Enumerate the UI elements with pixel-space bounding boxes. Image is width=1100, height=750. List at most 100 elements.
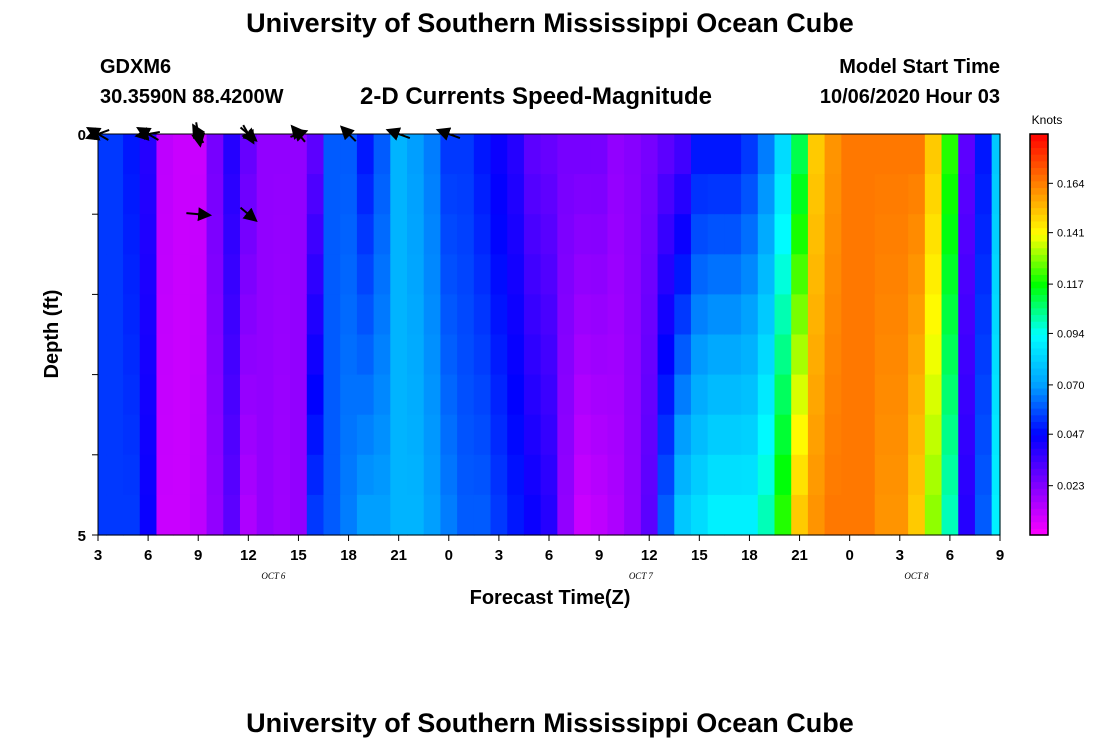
heatmap-cell (407, 454, 425, 496)
heatmap-cell (356, 174, 375, 215)
heatmap-cell (874, 374, 893, 416)
heatmap-cell (407, 334, 425, 376)
heatmap-cell (239, 494, 258, 536)
colorbar-segment (1030, 314, 1048, 322)
heatmap-cell (457, 174, 475, 215)
colorbar-unit: Knots (1032, 113, 1063, 127)
heatmap-cell (707, 454, 725, 496)
heatmap-cell (624, 454, 642, 496)
heatmap-cell (774, 254, 792, 295)
heatmap-cell (590, 294, 609, 336)
heatmap-cell (256, 374, 274, 416)
heatmap-cell (741, 494, 759, 536)
heatmap-cell (540, 414, 558, 456)
heatmap-cell (490, 294, 508, 336)
heatmap-cell (239, 174, 258, 215)
heatmap-cell (640, 134, 659, 175)
colorbar-tick-label: 0.164 (1057, 178, 1085, 190)
heatmap-cell (624, 374, 642, 416)
heatmap-cell (941, 254, 959, 295)
heatmap-cell (390, 374, 408, 416)
heatmap-cell (189, 334, 208, 376)
heatmap-cell (273, 294, 291, 336)
heatmap-cell (223, 414, 241, 456)
heatmap-cell (807, 254, 826, 295)
heatmap-cell (607, 374, 625, 416)
heatmap-cell (189, 174, 208, 215)
colorbar-segment (1030, 281, 1048, 289)
heatmap-cell (674, 494, 692, 536)
colorbar-segment (1030, 434, 1048, 443)
heatmap-cell (590, 494, 609, 536)
heatmap-cell (757, 454, 776, 496)
heatmap-cell (858, 334, 876, 376)
heatmap-cell (356, 494, 375, 536)
heatmap-cell (791, 214, 809, 255)
heatmap-cell (557, 334, 575, 376)
heatmap-cell (858, 174, 876, 215)
heatmap-cell (98, 334, 107, 376)
colorbar-segment (1030, 347, 1048, 356)
heatmap-cell (156, 214, 174, 255)
heatmap-cell (390, 134, 408, 175)
heatmap-cell (607, 414, 625, 456)
colorbar-tick-label: 0.070 (1057, 380, 1085, 392)
heatmap-cell (590, 334, 609, 376)
heatmap-cell (590, 374, 609, 416)
x-tick-label: 6 (144, 547, 152, 564)
heatmap-cell (657, 134, 675, 175)
heatmap-cell (607, 254, 625, 295)
heatmap-cell (807, 294, 826, 336)
heatmap-cell (473, 494, 492, 536)
heatmap-cell (256, 214, 274, 255)
heatmap-cell (356, 334, 375, 376)
heatmap-cell (356, 254, 375, 295)
heatmap-cell (373, 214, 391, 255)
heatmap-cell (674, 414, 692, 456)
heatmap-cell (841, 174, 859, 215)
heatmap-cell (590, 214, 609, 255)
heatmap-cell (223, 294, 241, 336)
heatmap-cell (674, 294, 692, 336)
heatmap-cell (657, 294, 675, 336)
heatmap-cell (640, 374, 659, 416)
heatmap-cell (189, 374, 208, 416)
heatmap-cell (139, 134, 158, 175)
heatmap-cell (239, 334, 258, 376)
heatmap-cell (924, 254, 943, 295)
heatmap-cell (156, 414, 174, 456)
heatmap-cell (574, 374, 592, 416)
heatmap-cell (156, 454, 174, 496)
heatmap-cell (106, 454, 124, 496)
heatmap-cell (807, 134, 826, 175)
heatmap-cell (206, 334, 224, 376)
heatmap-cell (490, 494, 508, 536)
heatmap-cell (991, 414, 1001, 456)
heatmap-cell (473, 174, 492, 215)
heatmap-cell (356, 134, 375, 175)
heatmap-cell (473, 414, 492, 456)
heatmap-cell (457, 414, 475, 456)
heatmap-cell (690, 494, 709, 536)
x-tick-label: 21 (390, 547, 407, 564)
colorbar-frame (1029, 133, 1049, 536)
heatmap-cell (306, 214, 325, 255)
heatmap-cell (741, 414, 759, 456)
heatmap-cell (958, 414, 976, 456)
heatmap-cell (523, 174, 542, 215)
heatmap-cell (690, 414, 709, 456)
heatmap-cell (98, 134, 107, 175)
heatmap-cell (807, 454, 826, 496)
heatmap-cell (741, 214, 759, 255)
heatmap-cell (323, 134, 341, 175)
heatmap-cell (490, 174, 508, 215)
heatmap-cell (306, 294, 325, 336)
heatmap-cell (774, 334, 792, 376)
heatmap-cell (440, 374, 458, 416)
colorbar-tick-label: 0.094 (1057, 328, 1085, 340)
heatmap-cell (791, 414, 809, 456)
heatmap-cell (273, 494, 291, 536)
heatmap-cell (540, 454, 558, 496)
heatmap-cell (924, 334, 943, 376)
heatmap-cell (908, 134, 926, 175)
